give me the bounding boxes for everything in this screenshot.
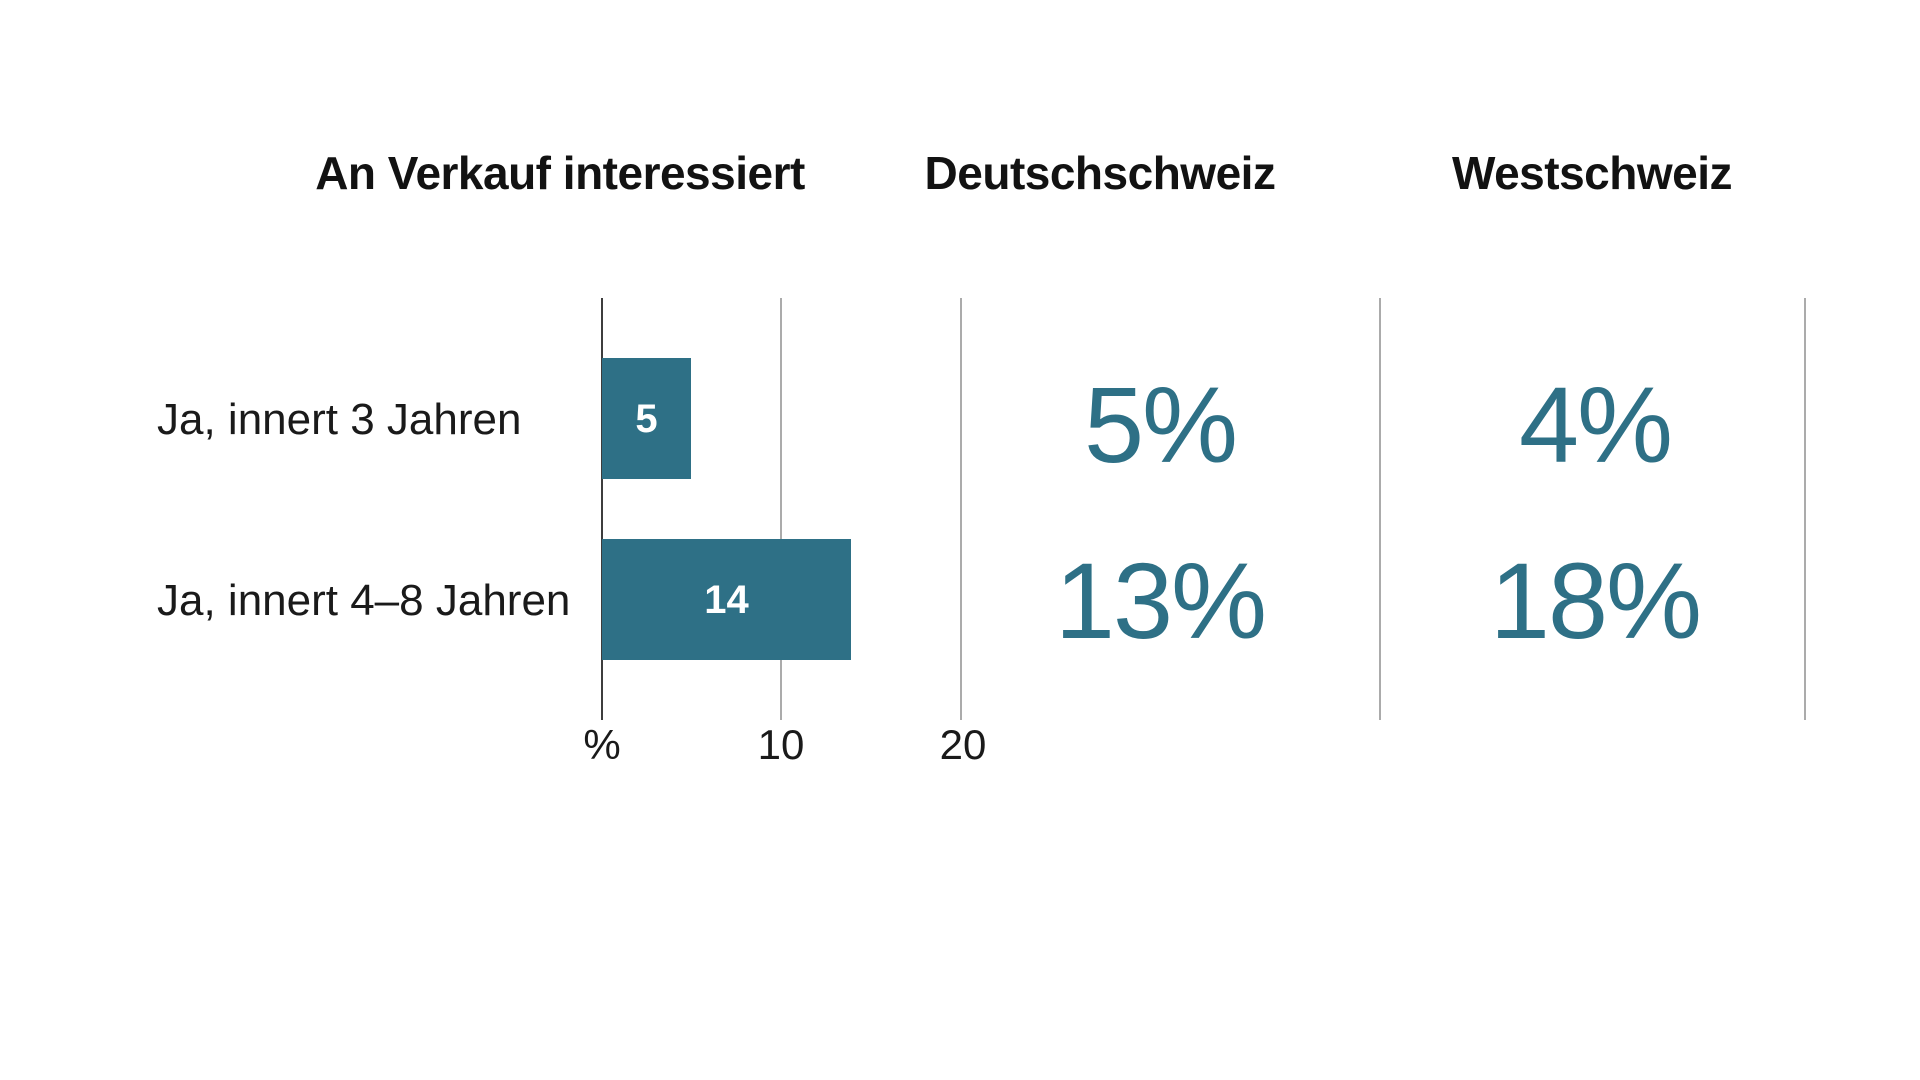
chart-title: An Verkauf interessiert xyxy=(315,147,805,199)
gridline-20 xyxy=(960,298,962,720)
bar-value-label: 5 xyxy=(635,396,658,441)
column-header-westschweiz: Westschweiz xyxy=(1452,147,1732,199)
row-label-4-8-jahre: Ja, innert 4–8 Jahren xyxy=(157,576,571,625)
value-west-row2: 18% xyxy=(1489,540,1702,661)
x-tick-percent: % xyxy=(583,721,621,768)
column-separator-line xyxy=(1379,298,1381,720)
x-tick-10: 10 xyxy=(757,721,805,768)
gridline-zero-axis xyxy=(601,298,603,720)
x-tick-20: 20 xyxy=(939,721,987,768)
column-header-deutschschweiz: Deutschschweiz xyxy=(924,147,1276,199)
value-de-row1: 5% xyxy=(1083,364,1238,485)
bar-3-jahre: 5 xyxy=(602,358,691,479)
bar-4-8-jahre: 14 xyxy=(602,539,851,660)
value-de-row2: 13% xyxy=(1054,540,1267,661)
row-label-3-jahre: Ja, innert 3 Jahren xyxy=(157,395,522,444)
gridline-10 xyxy=(780,298,782,720)
bar-value-label: 14 xyxy=(704,577,749,622)
value-west-row1: 4% xyxy=(1518,364,1673,485)
right-border-line xyxy=(1804,298,1806,720)
